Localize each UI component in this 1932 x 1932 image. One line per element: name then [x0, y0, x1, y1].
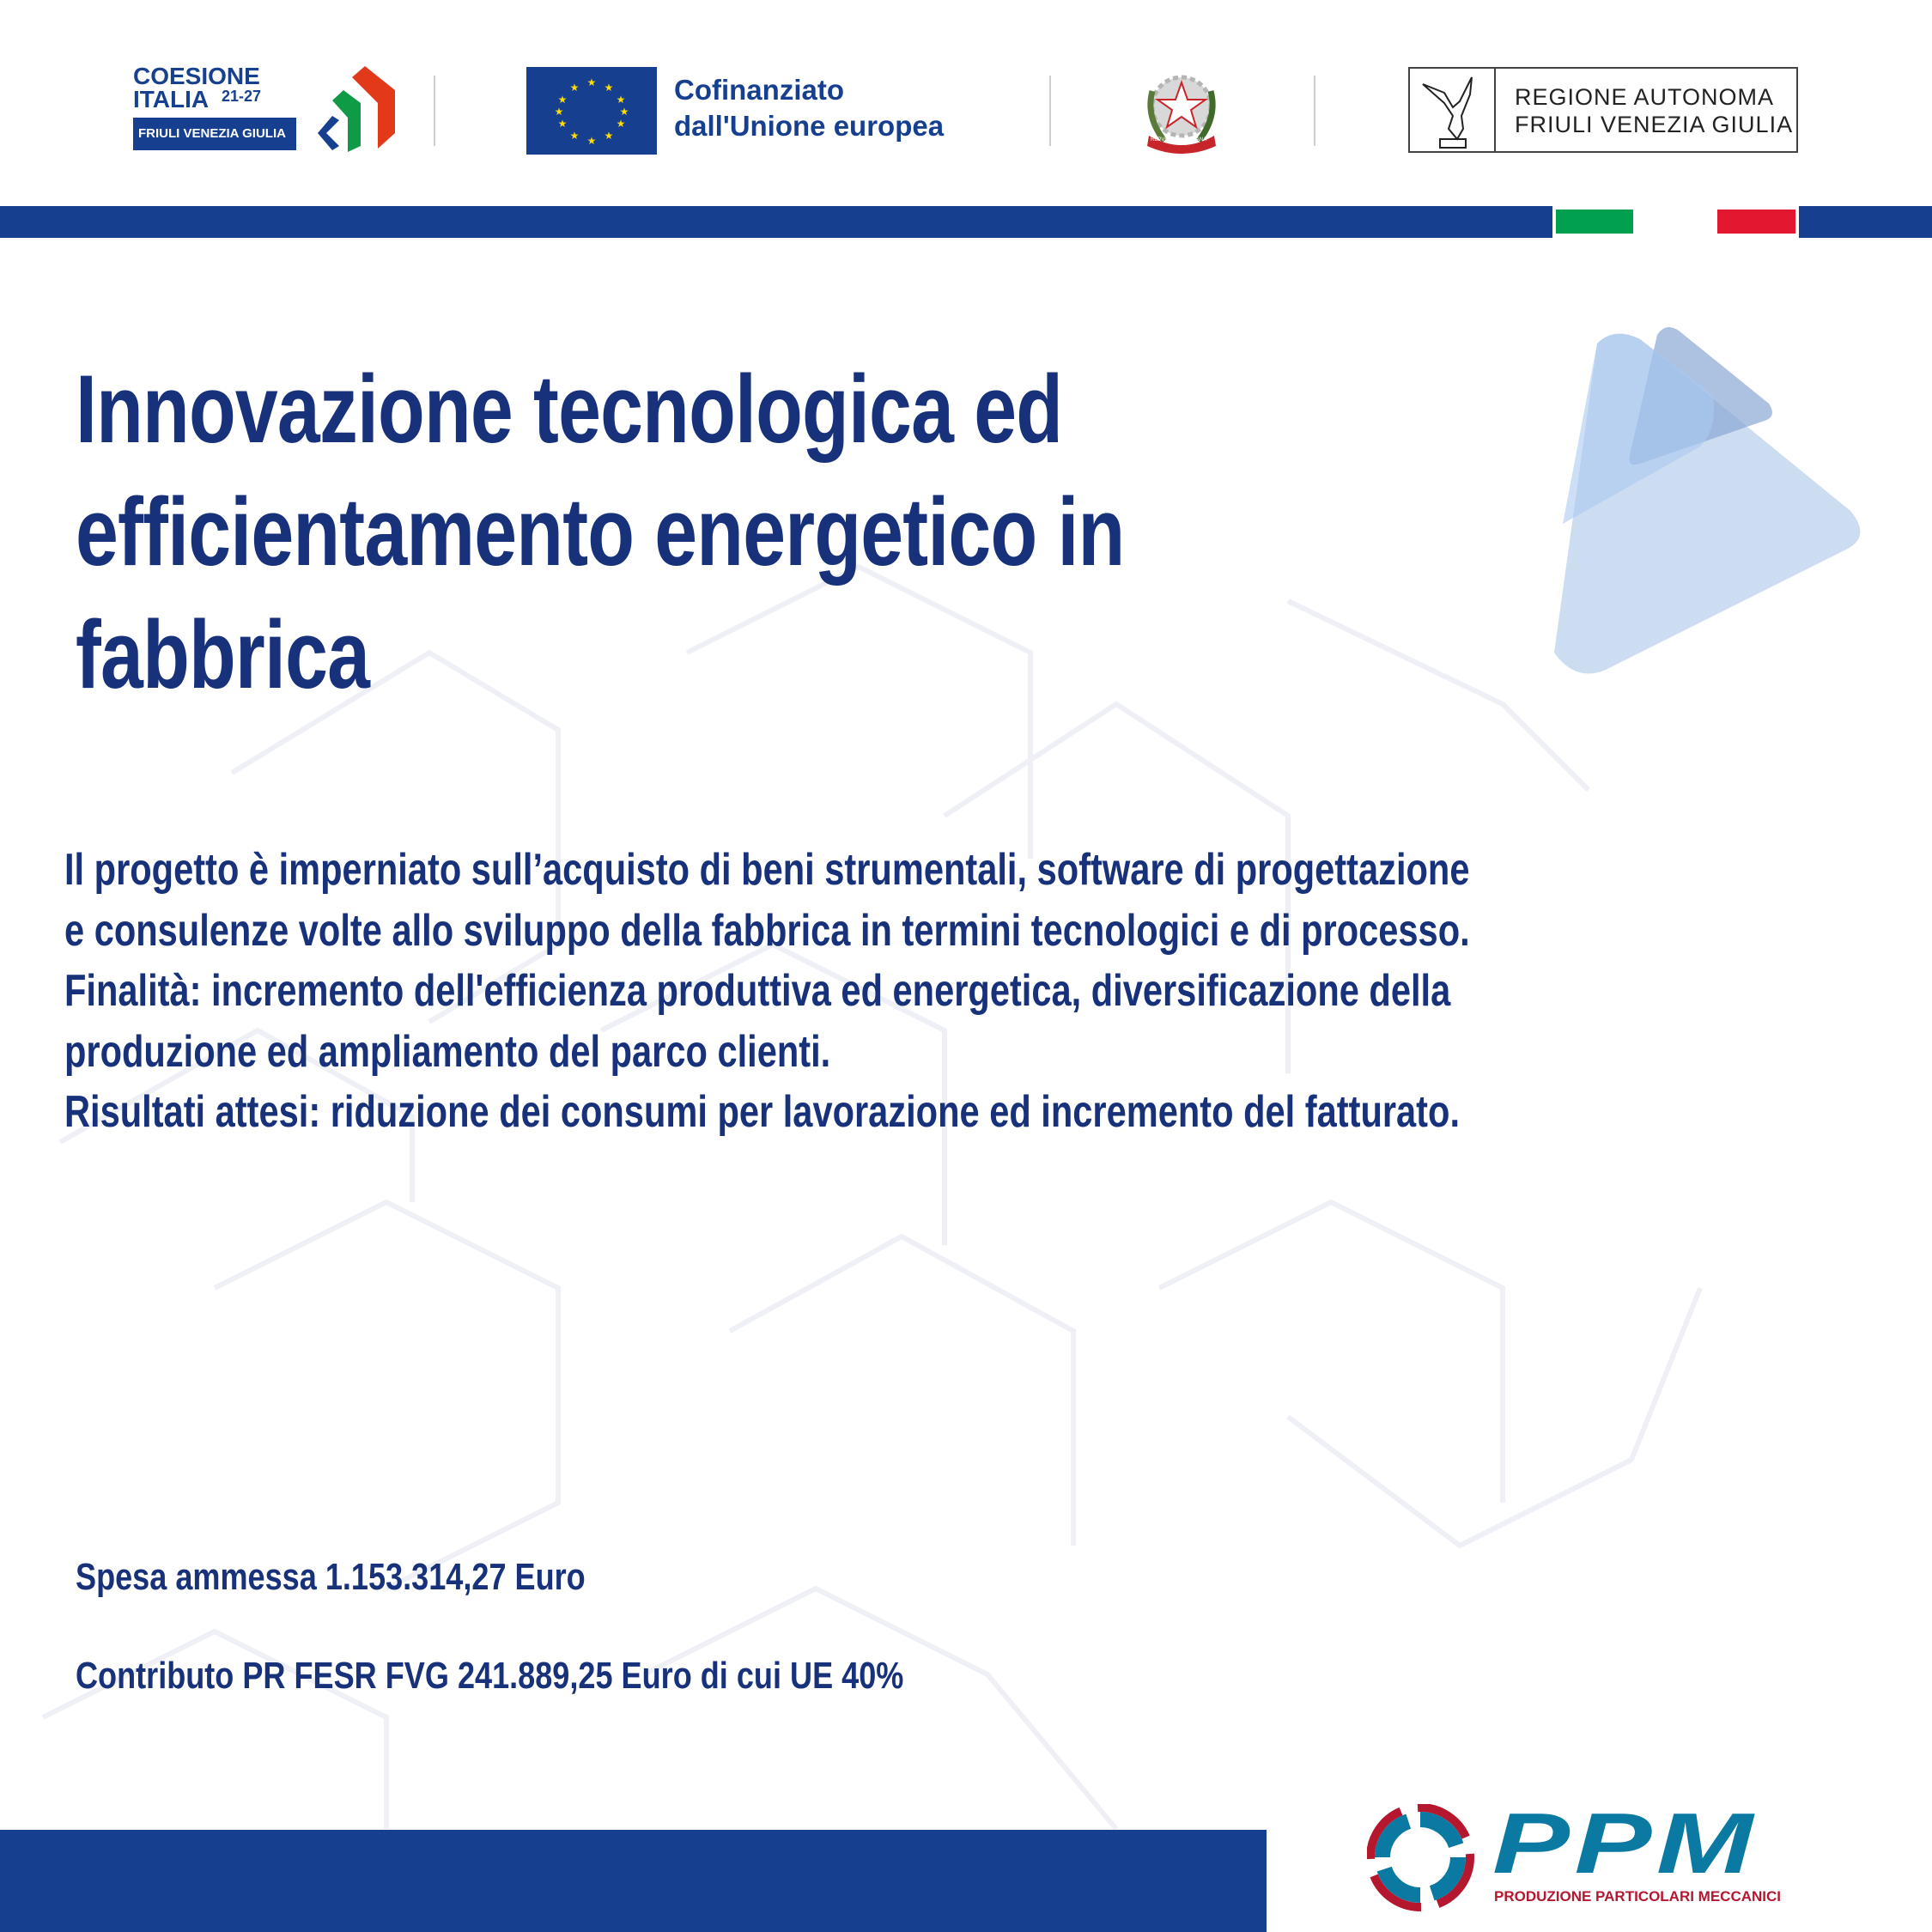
title-line: fabbrica — [76, 601, 370, 708]
decorative-triangle-graphic — [1554, 327, 1861, 674]
eu-flag-icon: ★ ★ ★ ★ ★ ★ ★ ★ ★ ★ ★ ★ — [526, 67, 657, 155]
svg-text:★: ★ — [620, 106, 629, 118]
page-title: Innovazione tecnologica ed efficientamen… — [76, 348, 1387, 716]
ppm-emblem-icon — [1367, 1804, 1474, 1911]
header-separator — [434, 76, 435, 146]
description-line: e consulenze volte allo sviluppo della f… — [64, 905, 1470, 956]
description-line: Finalità: incremento dell'efficienza pro… — [64, 966, 1451, 1016]
admitted-expense: Spesa ammessa 1.153.314,27 Euro — [76, 1556, 586, 1598]
svg-text:★: ★ — [587, 135, 597, 147]
ppm-wordmark: PPM — [1492, 1795, 1758, 1892]
eu-cofinanced-line1: Cofinanziato — [674, 74, 844, 106]
svg-text:★: ★ — [617, 94, 626, 106]
italian-flag-stripes — [1552, 206, 1799, 238]
project-description: Il progetto è imperniato sull’acquisto d… — [64, 840, 1821, 1143]
svg-text:★: ★ — [617, 118, 626, 130]
eagle-icon — [1410, 69, 1496, 151]
svg-text:★: ★ — [558, 94, 568, 106]
coesione-region-band: FRIULI VENEZIA GIULIA — [133, 118, 296, 150]
svg-text:★: ★ — [605, 82, 614, 94]
coesione-logo-line1: COESIONE — [133, 63, 260, 89]
coesione-logo-line2: ITALIA — [133, 86, 210, 112]
flag-green — [1556, 210, 1633, 234]
ppm-tagline: PRODUZIONE PARTICOLARI MECCANICI — [1494, 1888, 1782, 1905]
description-line: Il progetto è imperniato sull’acquisto d… — [64, 845, 1470, 895]
coesione-logo-years: 21-27 — [222, 88, 262, 105]
italian-republic-emblem: REPVBBLICA ITALIANA — [1140, 65, 1223, 156]
title-line: efficientamento energetico in — [76, 478, 1125, 586]
description-line: Risultati attesi: riduzione dei consumi … — [64, 1087, 1460, 1137]
region-logo-line1: REGIONE AUTONOMA — [1515, 84, 1775, 110]
flag-red — [1717, 210, 1795, 234]
coesione-arrows-icon — [318, 66, 395, 152]
fesr-contribution: Contributo PR FESR FVG 241.889,25 Euro d… — [76, 1655, 904, 1697]
region-logo-line2: FRIULI VENEZIA GIULIA — [1515, 112, 1794, 137]
svg-text:★: ★ — [558, 118, 568, 130]
svg-text:★: ★ — [605, 130, 614, 142]
svg-text:★: ★ — [570, 130, 580, 142]
header-separator — [1314, 76, 1315, 146]
emblem-ribbon-text: REPVBBLICA ITALIANA — [1151, 137, 1207, 143]
coesione-italia-logo: COESIONE ITALIA 21-27 FRIULI VENEZIA GIU… — [133, 64, 399, 159]
ppm-logo: PPM PRODUZIONE PARTICOLARI MECCANICI — [1364, 1799, 1793, 1912]
header-separator — [1049, 76, 1051, 146]
regione-fvg-logo: REGIONE AUTONOMA FRIULI VENEZIA GIULIA — [1408, 67, 1798, 153]
svg-text:★: ★ — [587, 76, 597, 88]
svg-text:★: ★ — [555, 106, 564, 118]
footer-blue-bar — [0, 1830, 1267, 1932]
eu-cofinanced-line2: dall'Unione europea — [674, 110, 945, 142]
description-line: produzione ed ampliamento del parco clie… — [64, 1026, 831, 1077]
svg-text:★: ★ — [570, 82, 580, 94]
coesione-region-label: FRIULI VENEZIA GIULIA — [138, 126, 286, 141]
title-line: Innovazione tecnologica ed — [76, 355, 1063, 463]
